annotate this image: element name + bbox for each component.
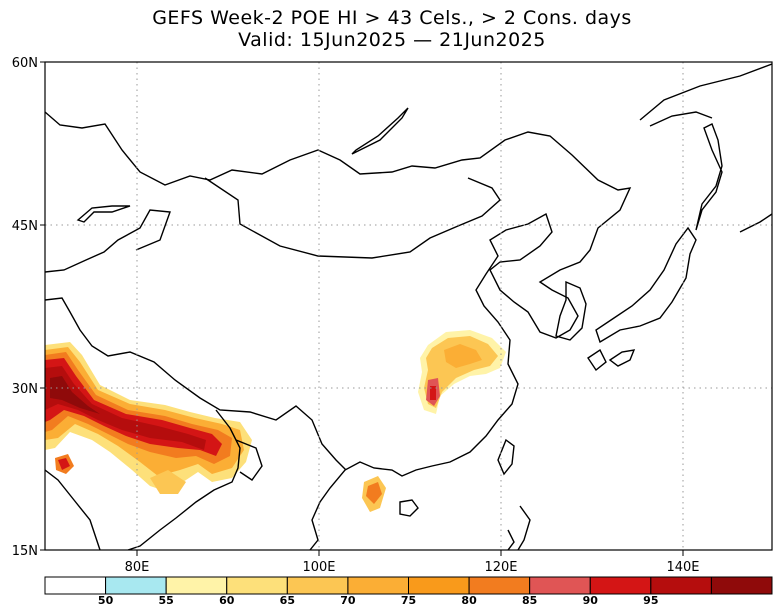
title-line-2: Valid: 15Jun2025 — 21Jun2025 xyxy=(238,29,546,51)
colorbar-tick-label: 95 xyxy=(643,594,658,607)
lon-label-120e: 120E xyxy=(484,560,517,575)
colorbar-tick-label: 70 xyxy=(340,594,356,607)
colorbar-cell xyxy=(226,576,288,595)
colorbar-cell xyxy=(468,576,531,595)
lat-ticks xyxy=(40,61,684,556)
colorbar-tick-label: 50 xyxy=(98,594,114,607)
colorbar-tick-label: 80 xyxy=(461,594,477,607)
coastlines xyxy=(45,63,772,550)
colorbar-cell xyxy=(589,576,652,595)
colorbar-cell xyxy=(650,576,712,595)
heat-region-india xyxy=(45,342,252,494)
colorbar-cell xyxy=(347,576,409,595)
colorbar-cell xyxy=(165,576,228,595)
colorbar-cell xyxy=(44,576,107,595)
colorbar-cell xyxy=(286,576,349,595)
colorbar-tick-label: 85 xyxy=(522,594,537,607)
colorbar-cell xyxy=(105,576,167,595)
colorbar-tick-label: 55 xyxy=(159,594,174,607)
lat-label-30n: 30N xyxy=(12,382,38,397)
colorbar-tick-label: 65 xyxy=(280,594,295,607)
title-line-1: GEFS Week-2 POE HI > 43 Cels., > 2 Cons.… xyxy=(152,7,632,29)
lat-label-45n: 45N xyxy=(12,219,38,234)
lon-label-140e: 140E xyxy=(666,560,699,575)
lat-label-15n: 15N xyxy=(12,544,38,559)
lat-label-60n: 60N xyxy=(12,56,38,71)
colorbar-tick-label: 60 xyxy=(219,594,235,607)
colorbar-tick-label: 90 xyxy=(583,594,599,607)
colorbar-cell xyxy=(710,576,773,595)
heat-region-china xyxy=(362,330,506,512)
lon-label-80e: 80E xyxy=(125,560,150,575)
colorbar-cell xyxy=(529,576,591,595)
map-frame xyxy=(44,61,773,551)
lon-label-100e: 100E xyxy=(302,560,335,575)
colorbar-cell xyxy=(408,576,470,595)
graticule xyxy=(45,62,772,550)
colorbar-tick-label: 75 xyxy=(401,594,416,607)
colorbar: 50 55 60 65 70 75 80 85 90 95 xyxy=(44,576,773,607)
